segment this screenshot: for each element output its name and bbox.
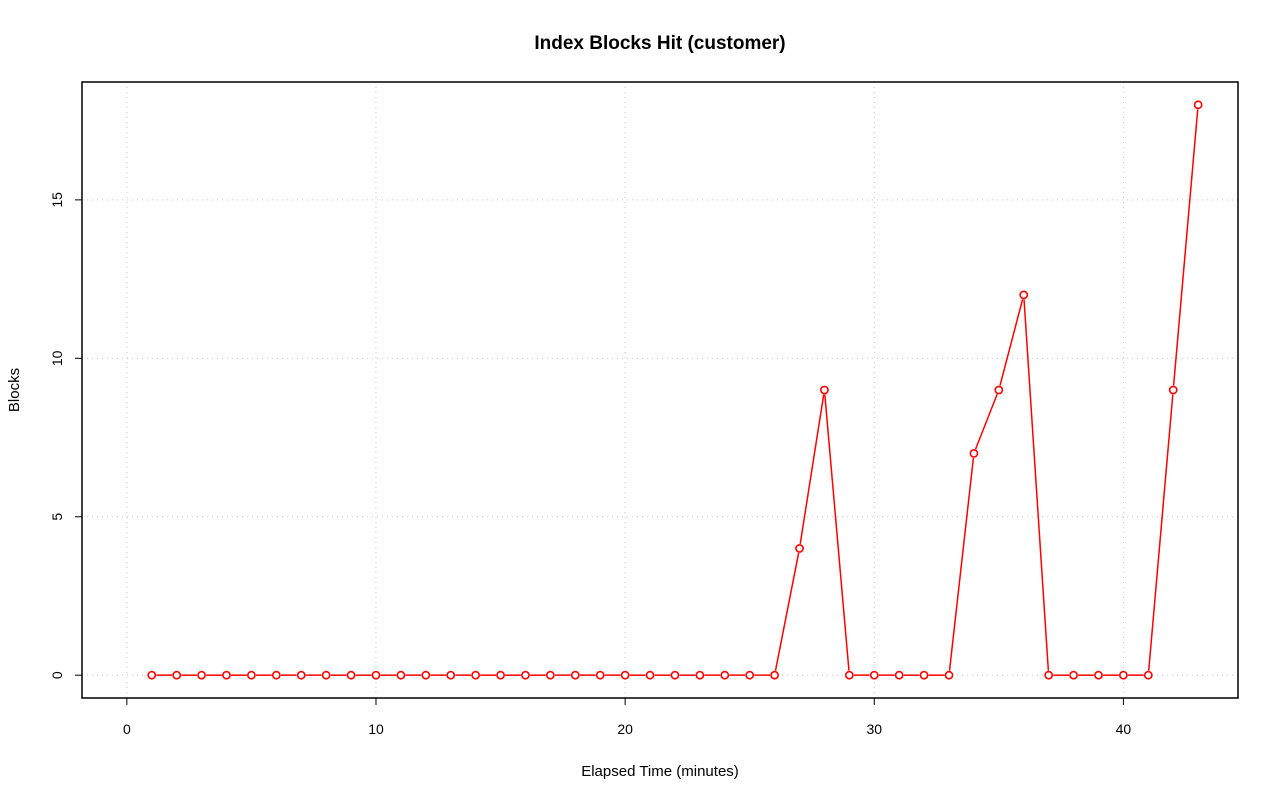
series-line-segment [999, 299, 1024, 386]
data-point [645, 670, 655, 680]
x-axis: 0 10 20 30 40 [123, 697, 1132, 737]
data-series [147, 100, 1203, 680]
data-point [1019, 290, 1029, 300]
data-point [620, 670, 630, 680]
data-point [770, 670, 780, 680]
data-point [247, 670, 256, 680]
y-axis-label: Blocks [6, 368, 23, 412]
series-line-segment [974, 394, 998, 450]
data-point [969, 448, 979, 458]
data-point [1044, 670, 1054, 680]
data-point [844, 670, 854, 680]
plot-area [81, 81, 1239, 699]
grid [82, 82, 1238, 698]
data-point [321, 670, 331, 680]
series-line-segment [1172, 109, 1199, 386]
chart-title: Index Blocks Hit (customer) [534, 33, 785, 54]
data-point [745, 670, 755, 680]
data-point [1168, 385, 1178, 395]
data-point [271, 670, 281, 680]
data-point [795, 544, 804, 553]
data-point [471, 670, 481, 680]
y-axis: 0 5 10 15 [49, 192, 83, 679]
data-point [521, 670, 530, 680]
data-point [695, 670, 705, 680]
data-point [919, 670, 929, 680]
data-point [172, 670, 182, 680]
data-point [1118, 670, 1128, 680]
data-point [894, 670, 904, 680]
data-point [944, 670, 954, 680]
data-point [346, 670, 356, 680]
data-point [1193, 100, 1203, 110]
series-line-segment [1023, 299, 1050, 671]
data-point [1143, 670, 1153, 680]
data-point [820, 385, 829, 395]
y-tick-label: 15 [49, 192, 65, 208]
data-point [1069, 670, 1078, 680]
y-tick-label: 0 [49, 671, 65, 679]
x-axis-label: Elapsed Time (minutes) [581, 763, 739, 780]
data-point [197, 670, 206, 680]
series-line-segment [824, 394, 850, 671]
data-point [371, 670, 381, 680]
data-point [446, 670, 456, 680]
x-tick-label: 0 [123, 721, 131, 737]
series-line-segment [1147, 394, 1174, 671]
series-line-segment [774, 552, 800, 671]
y-tick-label: 10 [49, 350, 65, 366]
data-point [570, 670, 580, 680]
series-line-segment [948, 457, 975, 671]
x-tick-label: 30 [866, 721, 882, 737]
data-point [869, 670, 879, 680]
data-point [147, 670, 157, 680]
data-point [222, 670, 231, 680]
data-point [545, 670, 555, 680]
data-point [1094, 670, 1103, 680]
x-tick-label: 40 [1116, 721, 1132, 737]
data-point [396, 670, 406, 680]
data-point [670, 670, 680, 680]
data-point [421, 670, 431, 680]
data-point [496, 670, 505, 680]
y-tick-label: 5 [49, 513, 65, 521]
data-point [595, 670, 605, 680]
x-tick-label: 20 [617, 721, 633, 737]
data-point [296, 670, 306, 680]
x-tick-label: 10 [368, 721, 384, 737]
series-layer [147, 100, 1203, 680]
data-point [994, 385, 1004, 395]
series-line-segment [799, 394, 825, 545]
data-point [720, 670, 730, 680]
